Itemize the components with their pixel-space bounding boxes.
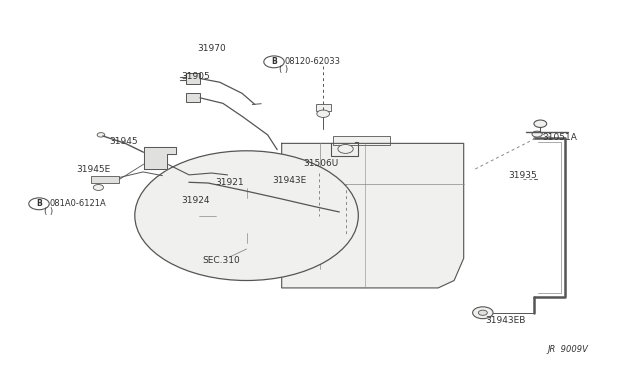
Bar bbox=[186, 73, 200, 84]
Circle shape bbox=[314, 190, 327, 198]
Bar bbox=[316, 104, 331, 111]
Text: 31943E: 31943E bbox=[272, 176, 307, 185]
Text: 31051A: 31051A bbox=[542, 133, 577, 142]
Text: 31945: 31945 bbox=[109, 137, 138, 146]
Text: 081A0-6121A: 081A0-6121A bbox=[49, 199, 106, 208]
Circle shape bbox=[334, 209, 344, 215]
Circle shape bbox=[534, 120, 547, 128]
Text: 31970: 31970 bbox=[197, 44, 226, 53]
Circle shape bbox=[135, 151, 358, 280]
Text: JR  9009V: JR 9009V bbox=[547, 344, 588, 353]
Polygon shape bbox=[282, 143, 464, 288]
Circle shape bbox=[338, 144, 353, 153]
Text: 31943EB: 31943EB bbox=[485, 316, 525, 325]
Circle shape bbox=[147, 150, 162, 159]
Circle shape bbox=[236, 260, 248, 267]
Circle shape bbox=[478, 310, 487, 315]
Circle shape bbox=[472, 307, 493, 319]
Bar bbox=[186, 93, 200, 102]
Polygon shape bbox=[145, 147, 176, 169]
Text: B: B bbox=[271, 57, 277, 66]
Bar bbox=[333, 136, 390, 145]
Text: 31935: 31935 bbox=[509, 171, 538, 180]
Text: 31506U: 31506U bbox=[303, 158, 339, 167]
Circle shape bbox=[317, 110, 330, 118]
Circle shape bbox=[93, 185, 104, 190]
Circle shape bbox=[341, 232, 350, 237]
Circle shape bbox=[97, 133, 105, 137]
Text: 31921: 31921 bbox=[215, 178, 244, 187]
Bar bbox=[91, 176, 120, 183]
Text: ( ): ( ) bbox=[44, 207, 53, 216]
Circle shape bbox=[166, 234, 179, 241]
Text: 08120-62033: 08120-62033 bbox=[285, 57, 341, 66]
Text: 31945E: 31945E bbox=[76, 165, 111, 174]
Circle shape bbox=[310, 238, 323, 246]
Text: B: B bbox=[36, 199, 42, 208]
Circle shape bbox=[532, 131, 542, 137]
Circle shape bbox=[170, 186, 183, 193]
Circle shape bbox=[244, 164, 257, 171]
Text: SEC.310: SEC.310 bbox=[202, 256, 240, 265]
Text: ( ): ( ) bbox=[279, 65, 288, 74]
Text: 31905: 31905 bbox=[181, 72, 210, 81]
Text: 31924: 31924 bbox=[181, 196, 210, 205]
